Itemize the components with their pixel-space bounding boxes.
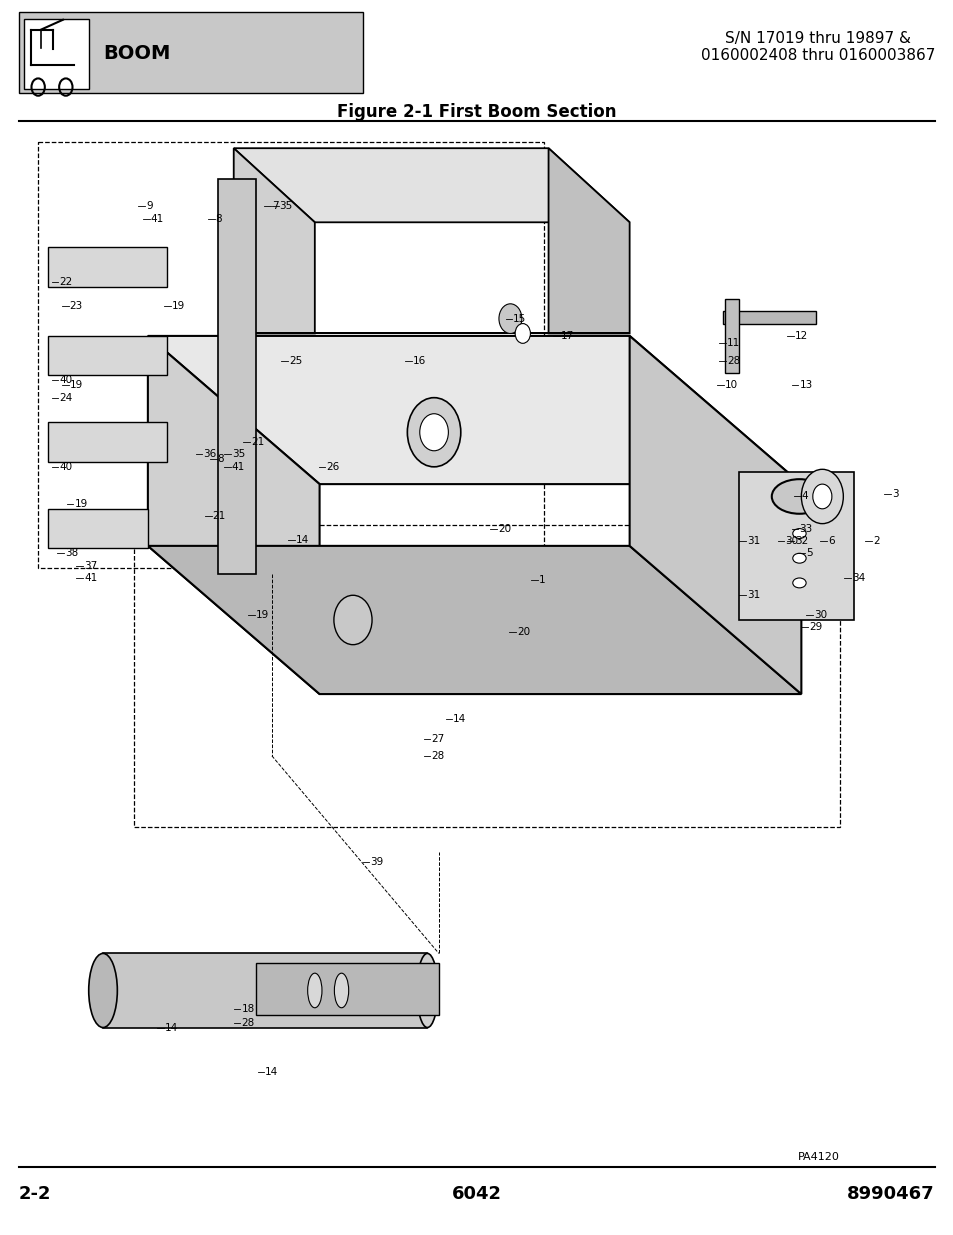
Text: 20: 20: [517, 627, 530, 637]
Text: 3: 3: [891, 489, 898, 499]
Text: 19: 19: [70, 380, 83, 390]
Polygon shape: [148, 546, 801, 694]
Text: 31: 31: [746, 536, 760, 546]
Polygon shape: [217, 179, 255, 574]
Text: 8990467: 8990467: [846, 1186, 934, 1203]
Polygon shape: [629, 336, 801, 694]
Polygon shape: [255, 963, 438, 1015]
Text: 4: 4: [801, 492, 807, 501]
Text: 40: 40: [59, 375, 72, 385]
FancyBboxPatch shape: [19, 12, 362, 93]
Text: 19: 19: [74, 499, 88, 509]
Text: 22: 22: [59, 277, 72, 287]
Text: S/N 17019 thru 19897 &
0160002408 thru 0160003867: S/N 17019 thru 19897 & 0160002408 thru 0…: [700, 31, 934, 63]
Text: 20: 20: [497, 524, 511, 534]
Circle shape: [419, 414, 448, 451]
Polygon shape: [48, 336, 167, 375]
Text: 31: 31: [746, 590, 760, 600]
Text: 32: 32: [794, 536, 807, 546]
Ellipse shape: [792, 529, 805, 538]
Text: 38: 38: [65, 548, 78, 558]
Text: 11: 11: [726, 338, 740, 348]
Text: 14: 14: [265, 1067, 278, 1077]
Text: Figure 2-1 First Boom Section: Figure 2-1 First Boom Section: [337, 104, 616, 121]
Ellipse shape: [792, 553, 805, 563]
Polygon shape: [103, 953, 427, 1028]
Text: 14: 14: [165, 1023, 178, 1032]
Text: 16: 16: [413, 356, 426, 366]
Ellipse shape: [89, 953, 117, 1028]
Circle shape: [407, 398, 460, 467]
Text: 33: 33: [799, 524, 812, 534]
Text: 26: 26: [326, 462, 339, 472]
Text: 39: 39: [370, 857, 383, 867]
Polygon shape: [148, 336, 319, 694]
Text: 9: 9: [146, 201, 152, 211]
Text: BOOM: BOOM: [103, 43, 171, 63]
Circle shape: [515, 324, 530, 343]
Text: 2-2: 2-2: [19, 1186, 51, 1203]
Text: 23: 23: [70, 301, 83, 311]
Polygon shape: [548, 148, 629, 333]
Polygon shape: [722, 311, 815, 324]
Text: 40: 40: [59, 462, 72, 472]
Polygon shape: [233, 148, 314, 333]
Polygon shape: [148, 336, 801, 484]
Text: 12: 12: [794, 331, 807, 341]
Bar: [24, 19, 89, 89]
Circle shape: [801, 469, 842, 524]
Text: 1: 1: [538, 576, 545, 585]
Text: 41: 41: [151, 214, 164, 224]
Text: 6: 6: [827, 536, 834, 546]
Text: 35: 35: [232, 450, 245, 459]
Text: 6042: 6042: [452, 1186, 501, 1203]
Text: 21: 21: [213, 511, 226, 521]
Text: 8: 8: [217, 454, 224, 464]
Text: 19: 19: [172, 301, 185, 311]
Ellipse shape: [771, 479, 826, 514]
Text: 30: 30: [813, 610, 826, 620]
Circle shape: [334, 595, 372, 645]
Text: 10: 10: [724, 380, 738, 390]
Polygon shape: [48, 247, 167, 287]
Text: 28: 28: [431, 751, 444, 761]
Text: 8: 8: [215, 214, 222, 224]
Circle shape: [812, 484, 831, 509]
Text: 2: 2: [872, 536, 879, 546]
Ellipse shape: [792, 578, 805, 588]
Text: 19: 19: [255, 610, 269, 620]
Text: 34: 34: [851, 573, 864, 583]
Ellipse shape: [308, 973, 321, 1008]
Text: 17: 17: [560, 331, 574, 341]
Text: 28: 28: [726, 356, 740, 366]
Polygon shape: [739, 472, 853, 620]
Text: PA4120: PA4120: [797, 1152, 839, 1162]
Text: 35: 35: [279, 201, 293, 211]
Polygon shape: [48, 509, 148, 548]
Text: 14: 14: [453, 714, 466, 724]
Text: 30: 30: [784, 536, 798, 546]
Text: 37: 37: [84, 561, 97, 571]
Text: 21: 21: [251, 437, 264, 447]
Polygon shape: [724, 299, 739, 373]
Text: 25: 25: [289, 356, 302, 366]
Text: 28: 28: [241, 1018, 254, 1028]
Text: 18: 18: [241, 1004, 254, 1014]
Text: 14: 14: [295, 535, 309, 545]
Text: 41: 41: [232, 462, 245, 472]
Text: 27: 27: [431, 734, 444, 743]
Text: 24: 24: [59, 393, 72, 403]
Text: 7: 7: [272, 201, 278, 211]
Text: 15: 15: [513, 314, 526, 324]
Polygon shape: [233, 148, 629, 222]
Text: 5: 5: [805, 548, 812, 558]
Text: 41: 41: [84, 573, 97, 583]
Polygon shape: [48, 422, 167, 462]
Text: 13: 13: [799, 380, 812, 390]
Ellipse shape: [416, 953, 437, 1028]
Circle shape: [498, 304, 521, 333]
Text: 36: 36: [203, 450, 216, 459]
Ellipse shape: [334, 973, 348, 1008]
Text: 29: 29: [808, 622, 821, 632]
